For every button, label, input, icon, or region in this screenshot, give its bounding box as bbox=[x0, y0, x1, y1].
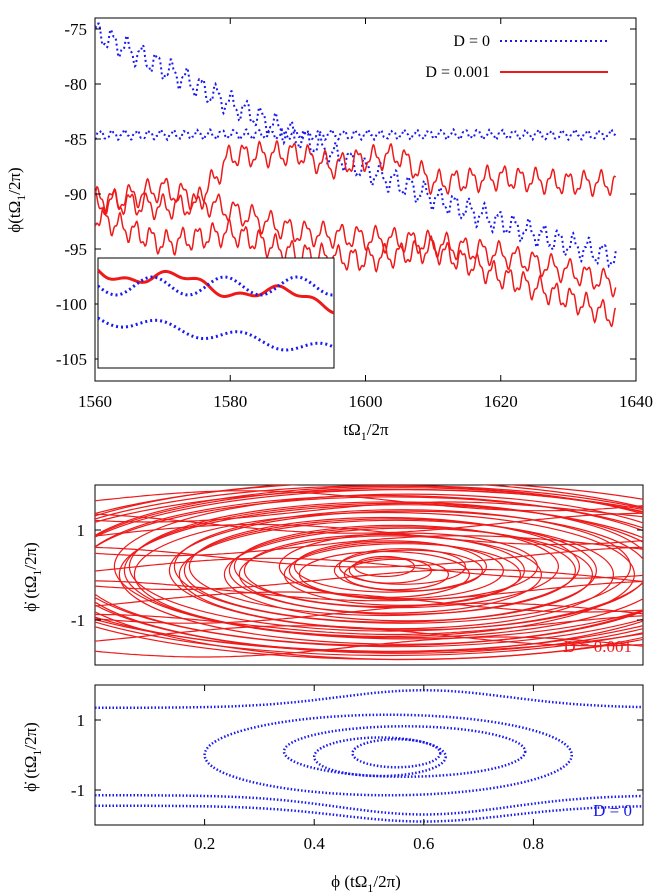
middle-y-axis-label: ϕ̇ (tΩ1/2π) bbox=[21, 542, 44, 612]
middle-orbit bbox=[183, 518, 597, 623]
top-series-line bbox=[95, 206, 617, 328]
top-curves bbox=[95, 22, 617, 328]
bottom-y-tick-label: -1 bbox=[71, 781, 85, 800]
top-x-tick-label: 1580 bbox=[213, 392, 247, 411]
top-x-tick-label: 1640 bbox=[619, 392, 653, 411]
middle-orbit bbox=[188, 516, 580, 617]
middle-orbit bbox=[223, 527, 593, 622]
bottom-orbit bbox=[312, 736, 447, 778]
middle-orbit bbox=[95, 485, 643, 657]
middle-orbit bbox=[228, 526, 576, 615]
top-x-tick-label: 1600 bbox=[349, 392, 383, 411]
top-y-tick-label: -80 bbox=[64, 75, 87, 94]
bottom-y-tick-label: 1 bbox=[77, 711, 86, 730]
middle-orbit bbox=[238, 535, 542, 614]
middle-orbit bbox=[178, 519, 614, 630]
middle-orbit bbox=[95, 496, 643, 653]
middle-band-curve bbox=[95, 512, 643, 534]
middle-orbit bbox=[343, 558, 449, 591]
middle-orbit bbox=[128, 501, 643, 632]
bottom-running-trajectory bbox=[95, 804, 643, 823]
middle-orbit bbox=[95, 485, 643, 648]
middle-orbit bbox=[95, 494, 643, 647]
middle-band-curve bbox=[95, 568, 643, 591]
legend-label-d0: D = 0 bbox=[453, 33, 490, 50]
top-x-tick-label: 1620 bbox=[484, 392, 518, 411]
top-series-line bbox=[95, 139, 617, 221]
middle-band-curve bbox=[95, 535, 643, 557]
bottom-running-trajectory bbox=[95, 794, 643, 816]
middle-y-ticks: 1 -1 bbox=[71, 521, 643, 630]
legend-label-d0001: D = 0.001 bbox=[425, 64, 490, 81]
top-y-tick-label: -75 bbox=[64, 20, 87, 39]
inset-curve bbox=[98, 316, 334, 352]
top-y-axis-label: ϕ(tΩ1/2π) bbox=[5, 167, 28, 232]
inset-frame bbox=[97, 257, 335, 369]
middle-band-curve bbox=[95, 613, 643, 636]
bottom-x-tick-label: 0.8 bbox=[523, 834, 544, 853]
middle-orbit bbox=[283, 543, 521, 606]
middle-orbit bbox=[95, 487, 643, 654]
bottom-curves bbox=[95, 689, 643, 823]
top-panel: 1560 1580 1600 1620 1640 -75 -80 -85 -90 -95 -100… bbox=[5, 17, 653, 443]
top-y-ticks: -75 -80 -85 -90 -95 -100 -105 bbox=[56, 20, 636, 369]
bottom-panel: 1 -1 0.2 0.4 0.6 0.8 D = 0 ϕ̇ (tΩ1/2π) ϕ (tΩ… bbox=[21, 684, 644, 895]
middle-orbit bbox=[133, 511, 635, 638]
bottom-x-ticks: 0.2 0.4 0.6 0.8 bbox=[194, 685, 544, 853]
bottom-y-ticks: 1 -1 bbox=[71, 711, 643, 800]
top-y-tick-label: -100 bbox=[56, 295, 87, 314]
middle-orbit bbox=[95, 485, 643, 653]
bottom-orbit bbox=[351, 738, 442, 769]
bottom-running-trajectory bbox=[95, 689, 643, 709]
bottom-x-tick-label: 0.2 bbox=[194, 834, 215, 853]
top-y-tick-label: -105 bbox=[56, 350, 87, 369]
top-x-axis-label: tΩ1/2π bbox=[343, 420, 389, 443]
middle-band-curve bbox=[95, 546, 643, 568]
middle-band-curve bbox=[95, 625, 643, 647]
legend: D = 0 D = 0.001 bbox=[425, 33, 608, 81]
middle-orbit bbox=[168, 510, 643, 631]
middle-y-tick-label: -1 bbox=[71, 611, 85, 630]
top-x-tick-label: 1560 bbox=[78, 392, 112, 411]
top-y-tick-label: -95 bbox=[64, 240, 87, 259]
bottom-plot-frame bbox=[94, 684, 644, 826]
middle-y-tick-label: 1 bbox=[77, 521, 86, 540]
bottom-y-axis-label: ϕ̇ (tΩ1/2π) bbox=[21, 722, 44, 792]
inset bbox=[97, 257, 335, 369]
middle-band-curve bbox=[95, 591, 643, 613]
middle-band-curve bbox=[95, 580, 643, 602]
middle-band-curve bbox=[95, 636, 643, 658]
middle-plot-frame bbox=[94, 484, 644, 666]
top-y-tick-label: -85 bbox=[64, 130, 87, 149]
bottom-x-tick-label: 0.4 bbox=[304, 834, 326, 853]
middle-orbit bbox=[348, 557, 432, 584]
bottom-orbit bbox=[203, 713, 574, 797]
bottom-tag: D = 0 bbox=[593, 801, 632, 820]
top-x-ticks: 1560 1580 1600 1620 1640 bbox=[78, 18, 653, 411]
inset-curve bbox=[98, 268, 334, 315]
top-y-tick-label: -90 bbox=[64, 185, 87, 204]
inset-curves bbox=[98, 268, 334, 352]
bottom-x-tick-label: 0.6 bbox=[413, 834, 434, 853]
middle-curves bbox=[95, 485, 643, 661]
middle-panel: 1 -1 D = 0.001 ϕ̇ (tΩ1/2π) bbox=[21, 484, 644, 666]
top-series-line bbox=[95, 177, 617, 298]
middle-orbit bbox=[113, 493, 643, 640]
bottom-orbit bbox=[282, 725, 527, 778]
middle-orbit bbox=[95, 488, 643, 661]
middle-tag: D = 0.001 bbox=[563, 637, 632, 656]
middle-band-curve bbox=[95, 523, 643, 546]
middle-orbit bbox=[293, 540, 487, 593]
top-series-line bbox=[95, 127, 617, 142]
bottom-x-axis-label: ϕ (tΩ1/2π) bbox=[331, 872, 401, 895]
inset-curve bbox=[98, 275, 334, 297]
middle-band-curve bbox=[95, 490, 643, 512]
middle-band-curve bbox=[95, 557, 643, 579]
middle-orbit bbox=[118, 504, 643, 645]
middle-band-curve bbox=[95, 602, 643, 624]
middle-orbit bbox=[173, 509, 631, 624]
middle-orbit bbox=[333, 549, 483, 592]
